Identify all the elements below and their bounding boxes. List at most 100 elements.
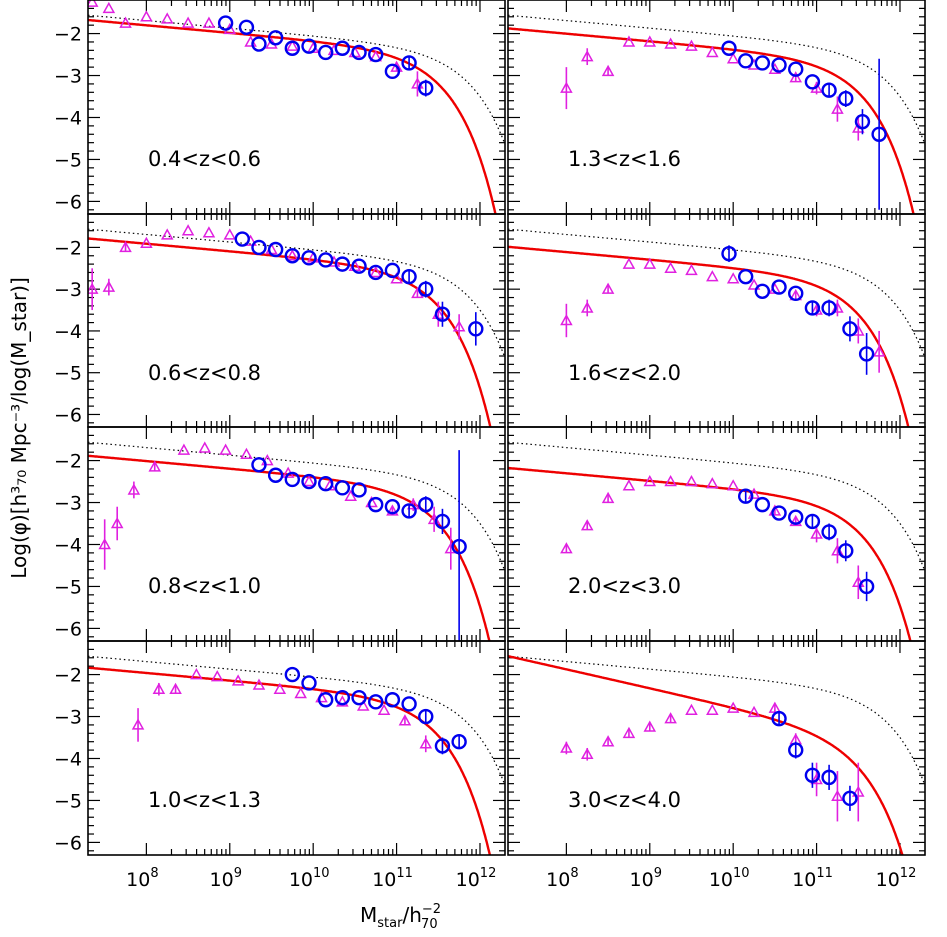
panel-ticks <box>88 0 505 214</box>
triangle-point <box>252 678 266 690</box>
x-tick-label: 108 <box>546 866 578 891</box>
panel-ticks <box>508 641 925 855</box>
triangle-point <box>273 682 287 695</box>
triangle-point <box>726 272 740 284</box>
y-tick-label: −4 <box>54 107 82 129</box>
circle-point <box>368 694 384 710</box>
circle-point <box>838 90 854 107</box>
redshift-label: 0.4<z<0.6 <box>148 147 261 171</box>
circle-point <box>238 19 255 35</box>
triangle-point <box>768 701 782 713</box>
panel-grid: −2 −3 −4 −5 −6 0.4<z<0.6 1.3<z<1.6 −2 −3 −4 −5 −6 0.… <box>54 0 926 891</box>
y-tick-label: −4 <box>54 321 82 343</box>
triangle-point <box>294 686 307 699</box>
circle-point <box>384 262 401 279</box>
triangle-point <box>601 282 615 294</box>
y-tick-label: −6 <box>54 404 82 426</box>
triangle-point <box>160 228 174 240</box>
reference-curve <box>508 655 925 786</box>
y-tick-label: −4 <box>54 748 82 770</box>
circle-point <box>301 38 317 54</box>
circle-point <box>858 578 875 595</box>
circle-point <box>301 250 317 266</box>
triangle-point <box>831 102 844 114</box>
reference-curve <box>88 655 505 786</box>
x-tick-labels: 108 109 1010 1011 1012 108 109 1010 1011 1012 <box>126 866 916 891</box>
triangle-point <box>622 257 636 269</box>
schechter-fit-curve <box>508 245 910 427</box>
redshift-label: 1.0<z<1.3 <box>148 788 261 812</box>
y-tick-label: −3 <box>54 707 82 729</box>
circle-point <box>451 538 467 555</box>
y-tick-label: −2 <box>54 24 82 46</box>
circle-point <box>284 471 301 488</box>
circle-point <box>317 44 334 61</box>
circle-point <box>451 734 467 750</box>
triangle-point <box>622 35 636 47</box>
triangle-point <box>560 313 573 326</box>
triangle-point <box>169 682 182 695</box>
panel-frame <box>507 640 926 856</box>
x-title-mid: /h <box>402 903 421 927</box>
triangle-point <box>747 278 761 290</box>
circle-point <box>401 268 417 285</box>
triangle-point <box>643 257 657 269</box>
triangle-point <box>580 301 594 313</box>
panel-ticks <box>508 0 925 214</box>
circle-point <box>334 480 351 496</box>
panel-plot-area <box>508 14 925 214</box>
circle-point <box>267 30 284 46</box>
triangle-point <box>119 16 132 28</box>
circle-point <box>334 40 351 56</box>
schechter-fit-curve <box>508 27 915 214</box>
x-tick-exponent: 9 <box>654 866 662 881</box>
circle-point <box>821 82 837 98</box>
circle-point <box>854 113 871 130</box>
circle-point <box>384 63 401 80</box>
triangle-point <box>419 737 433 749</box>
reference-curve <box>508 14 925 145</box>
circle-point <box>301 473 317 490</box>
triangle-point <box>302 475 316 487</box>
redshift-label: 0.6<z<0.8 <box>148 361 261 385</box>
schechter-fit-curve <box>88 666 492 855</box>
triangle-point <box>160 12 174 24</box>
reference-curve <box>88 228 505 358</box>
triangle-point <box>664 475 677 487</box>
circle-point <box>804 300 821 316</box>
panel-2: 1.3<z<1.6 <box>507 0 926 215</box>
triangle-point <box>726 52 740 64</box>
circle-point <box>418 80 434 96</box>
circle-point <box>334 689 351 706</box>
circle-point <box>737 53 754 69</box>
triangle-point <box>580 519 594 531</box>
triangle-point <box>131 718 145 730</box>
triangle-point <box>98 537 111 550</box>
triangle-point <box>390 272 403 284</box>
triangle-point <box>231 674 245 686</box>
panel-frame <box>507 0 926 215</box>
triangle-point <box>643 720 657 732</box>
x-axis-title: Mstar/h−2 70 <box>360 902 441 932</box>
schechter-fit-curve <box>508 654 904 855</box>
circle-point <box>418 496 434 513</box>
triangle-point <box>664 37 677 49</box>
circle-point <box>788 509 804 525</box>
triangle-point <box>872 345 886 357</box>
circle-point <box>384 692 401 708</box>
panel-frame <box>87 0 506 215</box>
triangle-point <box>223 228 237 240</box>
panel-5: −2 −3 −4 −5 −6 0.8<z<1.0 <box>54 426 506 642</box>
circle-point <box>858 346 875 362</box>
triangle-point <box>580 747 594 760</box>
triangle-point <box>88 282 99 294</box>
circle-point <box>842 321 858 337</box>
y-tick-label: −2 <box>54 237 82 259</box>
triangle-point <box>286 249 299 261</box>
panel-plot-area <box>508 441 925 641</box>
y-tick-label: −3 <box>54 279 82 301</box>
triangle-point <box>685 39 698 51</box>
panel-ticks <box>88 214 505 427</box>
reference-curve <box>508 441 925 572</box>
triangle-point <box>286 39 299 51</box>
